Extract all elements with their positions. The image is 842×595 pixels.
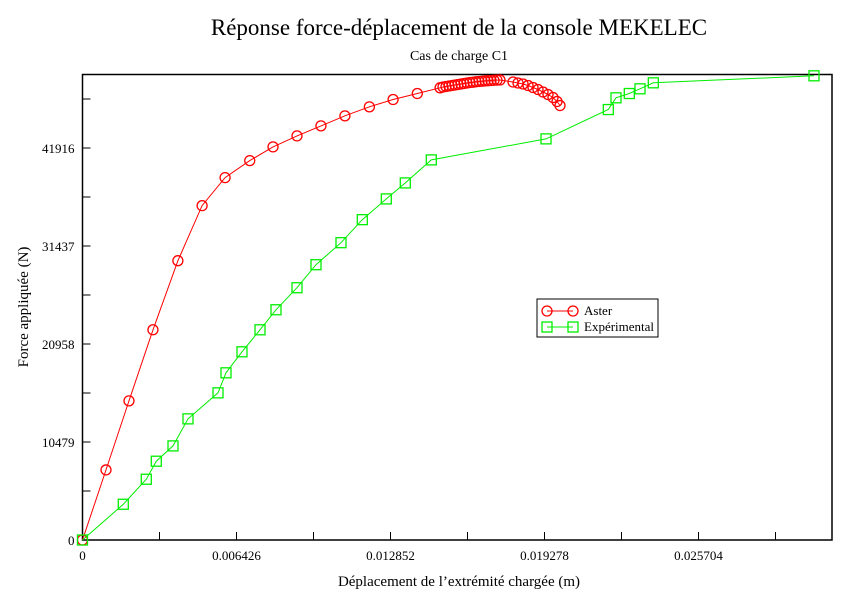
data-point-aster <box>219 171 231 184</box>
data-point-experimental <box>76 534 89 546</box>
chart-subtitle: Cas de charge C1 <box>410 49 508 64</box>
data-point-experimental <box>540 133 552 145</box>
y-tick-label: 10479 <box>42 435 75 450</box>
data-point-experimental <box>425 154 437 166</box>
data-point-experimental <box>399 177 411 189</box>
data-point-experimental <box>602 103 614 116</box>
data-point-experimental <box>634 83 646 95</box>
data-point-experimental <box>356 214 368 226</box>
legend-box <box>536 298 659 338</box>
data-point-aster <box>485 74 497 87</box>
data-point-experimental <box>140 473 152 485</box>
data-point-aster <box>554 99 566 112</box>
data-point-experimental <box>310 259 322 271</box>
x-tick-label: 0.012852 <box>366 548 415 563</box>
data-point-aster <box>315 120 327 132</box>
data-point-experimental <box>623 87 635 100</box>
legend-marker-experimental <box>567 321 579 333</box>
data-point-experimental <box>335 237 347 249</box>
legend-label-aster: Aster <box>584 303 613 318</box>
data-point-aster <box>488 74 500 86</box>
legend-marker-aster <box>567 305 579 317</box>
data-point-aster <box>147 324 159 336</box>
legend: Aster Expérimental <box>536 298 659 338</box>
data-point-aster <box>517 78 529 90</box>
data-point-experimental <box>380 193 392 205</box>
data-point-aster <box>522 79 534 92</box>
y-tick-label: 41916 <box>42 141 75 156</box>
x-tick-label: 0 <box>79 548 86 563</box>
data-point-experimental <box>270 304 282 316</box>
y-tick-label: 31437 <box>42 239 75 254</box>
plot-frame <box>81 73 833 541</box>
legend-marker-experimental <box>541 321 553 333</box>
data-point-experimental <box>291 282 303 294</box>
y-tick-label: 20958 <box>42 337 75 352</box>
data-point-experimental <box>150 455 162 467</box>
x-tick-label: 0.006426 <box>212 548 261 563</box>
data-point-aster <box>244 154 256 167</box>
data-point-aster <box>363 101 376 113</box>
chart-title: Réponse force-déplacement de la console … <box>211 15 707 40</box>
data-point-experimental <box>647 77 659 89</box>
data-point-aster <box>411 87 423 100</box>
data-point-aster <box>491 74 503 86</box>
data-point-experimental <box>220 367 232 379</box>
data-point-experimental <box>212 387 224 399</box>
data-point-aster <box>387 93 399 106</box>
data-point-experimental <box>167 440 179 452</box>
y-axis-label: Force appliquée (N) <box>16 247 32 368</box>
data-point-aster <box>196 199 208 212</box>
data-point-experimental <box>610 92 622 104</box>
x-tick-label: 0.025704 <box>674 548 723 563</box>
series-line-experimental <box>82 75 815 541</box>
data-point-aster <box>291 130 303 142</box>
data-point-aster <box>547 91 559 104</box>
data-point-experimental <box>182 413 194 425</box>
legend-marker-aster <box>541 305 553 317</box>
x-tick-label: 0.019278 <box>520 548 569 563</box>
series-line-aster <box>82 79 561 541</box>
data-point-aster <box>267 141 279 153</box>
data-point-experimental <box>117 498 129 510</box>
data-point-aster <box>123 395 135 407</box>
data-point-aster <box>527 81 539 94</box>
data-point-aster <box>100 464 112 476</box>
data-point-aster <box>172 255 184 267</box>
data-point-aster <box>494 74 506 86</box>
legend-label-experimental: Expérimental <box>584 319 654 334</box>
data-point-experimental <box>808 70 820 82</box>
data-point-experimental <box>254 324 266 336</box>
data-point-aster <box>339 110 351 122</box>
y-tick-label: 0 <box>68 533 75 548</box>
x-axis-label: Déplacement de l’extrémité chargée (m) <box>338 574 580 590</box>
data-point-aster <box>482 75 494 87</box>
data-point-aster <box>479 75 491 87</box>
data-point-experimental <box>236 346 248 358</box>
